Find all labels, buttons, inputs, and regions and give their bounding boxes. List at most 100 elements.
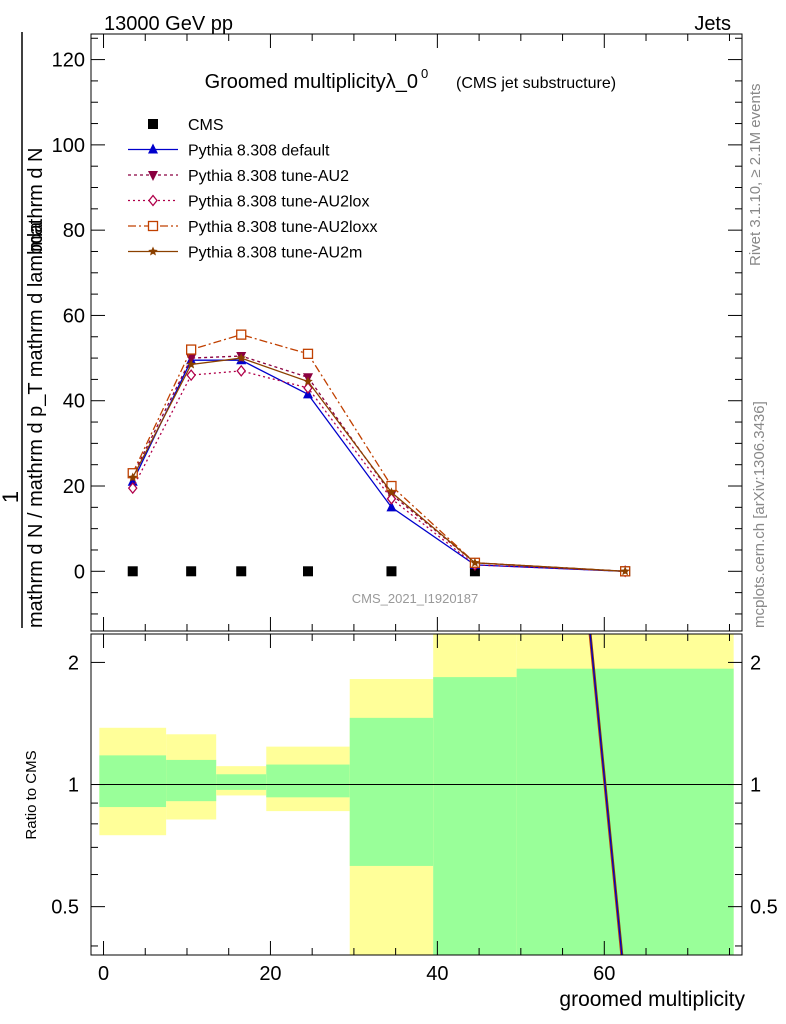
legend-label: CMS: [188, 117, 224, 134]
data-point: [236, 353, 246, 363]
legend-label: Pythia 8.308 default: [188, 143, 330, 160]
series-line: [132, 357, 626, 572]
main-x-ticks: [103, 34, 730, 631]
main-plot-frame: [90, 33, 743, 632]
x-axis-label: groomed multiplicity: [559, 988, 745, 1011]
data-point: [236, 566, 247, 577]
data-point: [186, 354, 197, 365]
legend-label: Pythia 8.308 tune-AU2loxx: [188, 219, 377, 236]
ratio-band-stat-uncertainty: [216, 774, 267, 790]
legend-item-5: Pythia 8.308 tune-AU2m: [128, 245, 362, 262]
ratio-line-default: [589, 633, 623, 956]
main-y-tick-label: 60: [63, 305, 85, 327]
legend-label: Pythia 8.308 tune-AU2: [188, 168, 349, 185]
data-point: [303, 566, 313, 577]
data-point: [470, 557, 480, 567]
ratio-band-stat-uncertainty: [433, 677, 517, 955]
series-4: [127, 329, 631, 577]
ratio-y-ticks: 0.5 0.5 1 1 2 2: [51, 652, 778, 947]
series-1: [127, 354, 631, 576]
ratio-line-tune-AU2loxx: [588, 633, 622, 956]
series-3: [127, 364, 630, 578]
series-2: [127, 351, 631, 578]
main-y-tick-label: 120: [52, 50, 85, 72]
legend-item-4: Pythia 8.308 tune-AU2loxx: [128, 219, 377, 236]
ratio-y-tick-label: 2: [68, 652, 79, 674]
data-point: [469, 566, 480, 577]
main-y-tick-label: 80: [63, 220, 85, 242]
ratio-band-stat-uncertainty: [516, 668, 734, 955]
ratio-band-stat-uncertainty: [166, 759, 217, 802]
main-y-axis-label: 1 mathrm d N / mathrm d p_T mathrm d lam…: [0, 32, 47, 628]
ratio-y-tick-label: 0.5: [51, 897, 79, 919]
source-url-label: mcplots.cern.ch [arXiv:1306.3436]: [751, 401, 768, 628]
legend-item-2: Pythia 8.308 tune-AU2: [128, 168, 349, 185]
x-tick-label: 40: [426, 963, 448, 985]
ratio-band-stat-uncertainty: [99, 755, 167, 808]
legend-marker: [148, 246, 158, 256]
x-tick-label: 60: [593, 963, 615, 985]
ratio-band-stat-uncertainty: [349, 717, 434, 866]
x-tick-label: 20: [259, 963, 281, 985]
legend-item-3: Pythia 8.308 tune-AU2lox: [128, 194, 369, 211]
series-line: [132, 355, 626, 572]
legend-marker: [147, 220, 159, 232]
legend: CMS Pythia 8.308 default Pythia 8.308 tune…: [128, 117, 377, 262]
series-5: [127, 353, 630, 576]
ratio-y-tick-label: 1: [68, 775, 79, 797]
data-point: [386, 487, 397, 497]
ratio-y-tick-label-right: 2: [750, 652, 761, 674]
data-point: [303, 381, 313, 394]
rivet-version-label: Rivet 3.1.10, ≥ 2.1M events: [747, 84, 764, 267]
data-point: [303, 376, 313, 386]
data-point: [127, 566, 138, 577]
header-left: 13000 GeV pp: [104, 13, 233, 35]
legend-marker: [148, 171, 158, 181]
data-point: [186, 359, 196, 369]
main-y-ticks: 0 20 40 60 80 100 120: [52, 37, 742, 615]
main-y-tick-label: 20: [63, 476, 85, 498]
ratio-plot-frame: [90, 633, 743, 956]
data-point: [127, 472, 138, 482]
ratio-line-tune-AU2m: [590, 633, 624, 956]
legend-item-1: Pythia 8.308 default: [128, 143, 330, 160]
ratio-y-tick-label-right: 1: [750, 775, 761, 797]
y-label-numerator: 1: [0, 491, 23, 503]
series-line: [132, 370, 626, 572]
analysis-watermark: CMS_2021_I1920187: [352, 591, 479, 606]
legend-marker: [148, 194, 158, 207]
ratio-panel: 0.5 0.5 1 1 2 2 0 20 40 60 Ratio to CMS groomed …: [23, 633, 778, 1011]
header-right: Jets: [694, 13, 731, 35]
data-point: [236, 364, 247, 377]
legend-marker: [148, 119, 158, 129]
data-point: [186, 369, 196, 382]
data-point: [236, 329, 247, 340]
ratio-x-ticks: 0 20 40 60: [98, 634, 730, 985]
main-y-tick-label: 40: [63, 391, 85, 413]
legend-label: Pythia 8.308 tune-AU2m: [188, 245, 362, 262]
legend-item-0: CMS: [148, 117, 224, 134]
ratio-bands: [99, 634, 734, 955]
chart-title-superscript: 0: [421, 66, 428, 81]
ratio-y-tick-label-right: 0.5: [750, 897, 778, 919]
ratio-mc-lines: [588, 633, 624, 956]
ratio-y-axis-label: Ratio to CMS: [23, 750, 40, 839]
legend-label: Pythia 8.308 tune-AU2lox: [188, 194, 369, 211]
series-layer: [127, 329, 631, 578]
main-y-tick-label: 100: [52, 135, 85, 157]
data-point: [186, 566, 197, 577]
y-label-numerator-n: N: [25, 148, 47, 162]
data-point: [186, 344, 197, 355]
y-label-numerator-d: mathrm d: [25, 168, 47, 252]
data-point: [386, 492, 397, 505]
main-y-tick-label: 0: [74, 561, 85, 583]
data-point: [386, 566, 397, 577]
data-point: [302, 348, 314, 359]
legend-marker: [148, 143, 158, 154]
data-point: [127, 482, 138, 495]
x-tick-label: 0: [98, 963, 109, 985]
data-point: [386, 501, 397, 512]
chart-title: Groomed multiplicityλ_0: [205, 71, 418, 93]
